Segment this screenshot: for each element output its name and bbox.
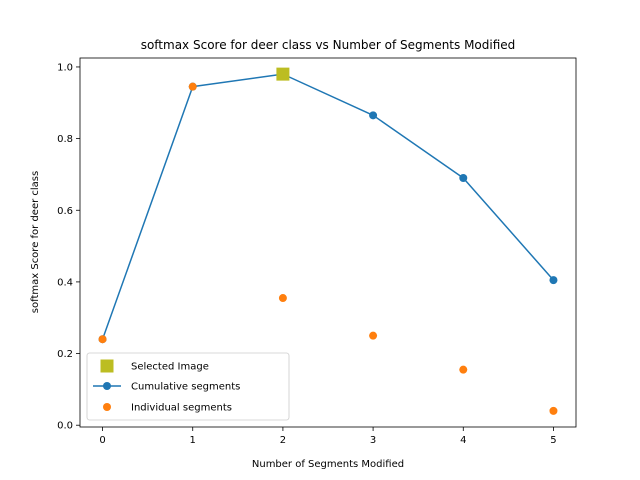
legend-frame	[86, 352, 290, 421]
axes-frame	[79, 57, 577, 428]
plot-area: 0 1 2 3 4 5 0.0 0.2 0.4 0.6 0.8 1.0	[57, 57, 577, 446]
cumulative-segments-point	[549, 276, 558, 285]
individual-segments-point	[98, 335, 107, 344]
x-tick-label: 4	[460, 435, 466, 446]
individual-segments-point	[369, 331, 378, 340]
legend: Selected Image Cumulative segments Individ…	[86, 352, 290, 421]
y-tick-label: 0.4	[57, 277, 73, 288]
cumulative-segments-line	[101, 73, 555, 340]
individual-segments-point	[278, 294, 287, 303]
x-tick-label: 0	[99, 435, 105, 446]
legend-marker-selected-image	[100, 359, 114, 373]
y-tick-label: 0.0	[57, 421, 73, 432]
legend-label-cumulative-segments: Cumulative segments	[131, 382, 240, 393]
individual-segments-point	[459, 365, 468, 374]
x-axis-title: Number of Segments Modified	[252, 459, 404, 470]
cumulative-segments-point	[369, 111, 378, 120]
chart-title: softmax Score for deer class vs Number o…	[141, 38, 516, 52]
individual-segments-point	[549, 406, 558, 415]
selected-image-marker	[276, 67, 290, 81]
individual-segments-point	[188, 82, 197, 91]
x-tick-label: 3	[370, 435, 376, 446]
y-tick-label: 0.8	[57, 134, 73, 145]
y-tick-label: 0.6	[57, 206, 73, 217]
legend-marker-individual-segments	[103, 403, 111, 411]
cumulative-segments-point	[459, 174, 468, 183]
legend-label-individual-segments: Individual segments	[131, 403, 232, 414]
legend-label-selected-image: Selected Image	[131, 362, 209, 373]
x-tick-label: 2	[280, 435, 286, 446]
y-tick-label: 0.2	[57, 349, 73, 360]
y-tick-label: 1.0	[57, 62, 73, 73]
y-axis-title: softmax Score for deer class	[30, 171, 41, 313]
x-tick-label: 5	[550, 435, 556, 446]
legend-marker-cumulative-segments	[103, 382, 111, 390]
x-tick-label: 1	[190, 435, 196, 446]
